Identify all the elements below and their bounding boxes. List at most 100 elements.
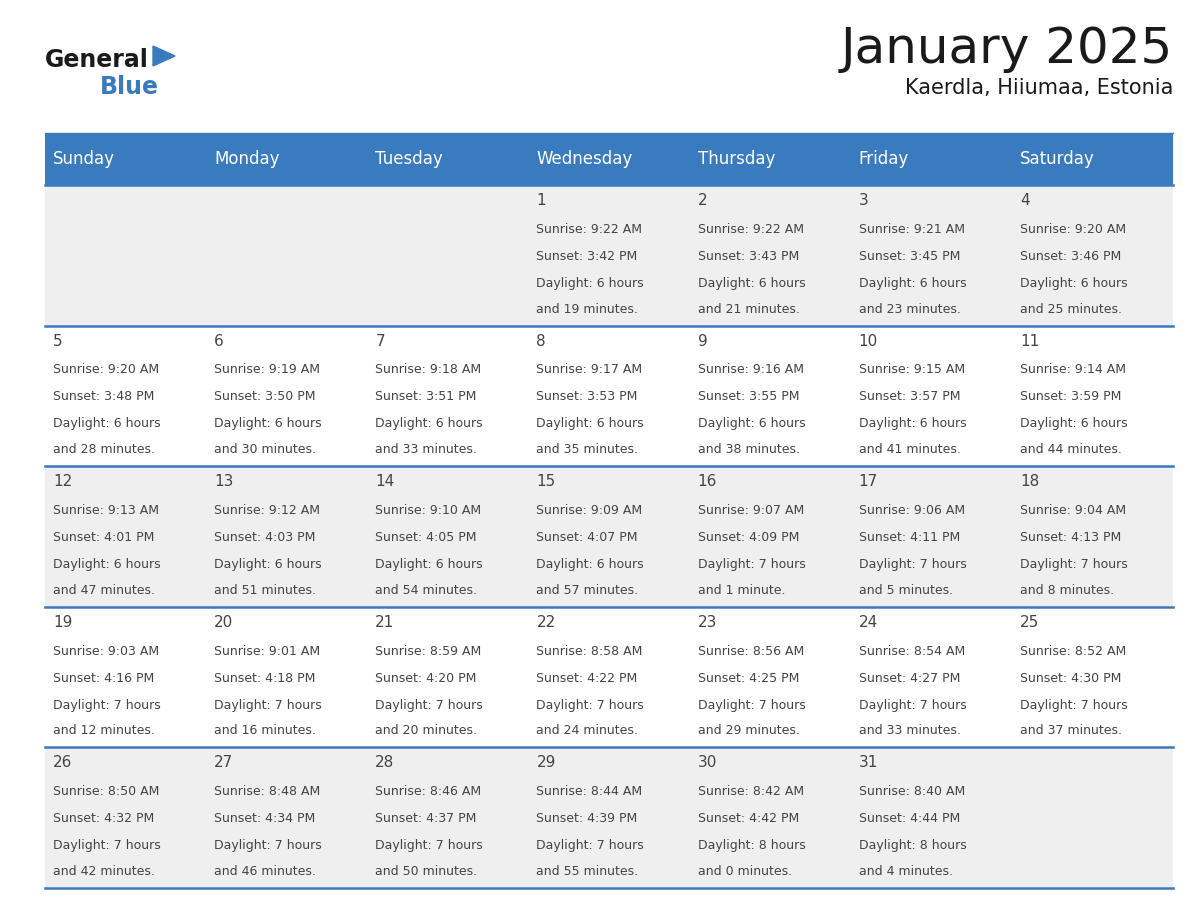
Text: Sunset: 3:53 PM: Sunset: 3:53 PM [537,390,638,403]
Text: Sunset: 3:50 PM: Sunset: 3:50 PM [214,390,316,403]
Text: Sunrise: 9:06 AM: Sunrise: 9:06 AM [859,504,965,517]
Text: Sunset: 3:51 PM: Sunset: 3:51 PM [375,390,476,403]
Text: Daylight: 7 hours: Daylight: 7 hours [859,699,967,711]
Text: Daylight: 6 hours: Daylight: 6 hours [537,277,644,290]
Text: Sunset: 4:30 PM: Sunset: 4:30 PM [1020,672,1121,685]
Bar [45,133,1173,185]
Text: Daylight: 7 hours: Daylight: 7 hours [697,699,805,711]
Text: Tuesday: Tuesday [375,150,443,168]
Text: Sunset: 3:59 PM: Sunset: 3:59 PM [1020,390,1121,403]
Text: 15: 15 [537,475,556,489]
Text: Sunset: 4:18 PM: Sunset: 4:18 PM [214,672,316,685]
Text: 18: 18 [1020,475,1040,489]
Text: Sunset: 4:03 PM: Sunset: 4:03 PM [214,531,316,544]
Text: Sunrise: 9:10 AM: Sunrise: 9:10 AM [375,504,481,517]
Text: Daylight: 6 hours: Daylight: 6 hours [214,558,322,571]
Text: Daylight: 6 hours: Daylight: 6 hours [537,558,644,571]
Text: 19: 19 [53,615,72,630]
Text: Daylight: 6 hours: Daylight: 6 hours [697,418,805,431]
Text: Sunrise: 9:19 AM: Sunrise: 9:19 AM [214,364,321,376]
Text: and 12 minutes.: and 12 minutes. [53,724,154,737]
Text: and 0 minutes.: and 0 minutes. [697,865,791,878]
Text: Sunrise: 9:22 AM: Sunrise: 9:22 AM [537,223,643,236]
Text: Sunset: 4:16 PM: Sunset: 4:16 PM [53,672,154,685]
Text: Blue: Blue [100,75,159,99]
Text: Sunset: 4:09 PM: Sunset: 4:09 PM [697,531,800,544]
Text: Daylight: 6 hours: Daylight: 6 hours [375,558,484,571]
Text: 17: 17 [859,475,878,489]
Text: Daylight: 7 hours: Daylight: 7 hours [375,699,484,711]
Text: Sunset: 4:07 PM: Sunset: 4:07 PM [537,531,638,544]
Text: 27: 27 [214,756,234,770]
Text: Daylight: 7 hours: Daylight: 7 hours [697,558,805,571]
Text: Sunset: 3:45 PM: Sunset: 3:45 PM [859,250,960,263]
Text: Sunrise: 9:09 AM: Sunrise: 9:09 AM [537,504,643,517]
Text: and 41 minutes.: and 41 minutes. [859,443,961,456]
Text: Daylight: 8 hours: Daylight: 8 hours [859,839,967,852]
Text: Sunset: 4:25 PM: Sunset: 4:25 PM [697,672,800,685]
Text: 1: 1 [537,193,546,208]
Text: 23: 23 [697,615,718,630]
Text: General: General [45,48,148,72]
Text: Sunrise: 9:21 AM: Sunrise: 9:21 AM [859,223,965,236]
Text: 9: 9 [697,333,707,349]
Text: and 16 minutes.: and 16 minutes. [214,724,316,737]
Text: Daylight: 6 hours: Daylight: 6 hours [697,277,805,290]
Text: Sunrise: 9:14 AM: Sunrise: 9:14 AM [1020,364,1126,376]
Text: Sunset: 3:43 PM: Sunset: 3:43 PM [697,250,798,263]
Text: Daylight: 7 hours: Daylight: 7 hours [1020,558,1127,571]
Text: Sunset: 4:05 PM: Sunset: 4:05 PM [375,531,476,544]
Text: 30: 30 [697,756,718,770]
Text: Sunrise: 9:22 AM: Sunrise: 9:22 AM [697,223,803,236]
Text: 16: 16 [697,475,718,489]
Text: Sunrise: 8:50 AM: Sunrise: 8:50 AM [53,785,159,798]
Text: Sunrise: 9:16 AM: Sunrise: 9:16 AM [697,364,803,376]
Text: 12: 12 [53,475,72,489]
Text: Daylight: 6 hours: Daylight: 6 hours [375,418,484,431]
Text: Sunset: 3:42 PM: Sunset: 3:42 PM [537,250,638,263]
Text: 10: 10 [859,333,878,349]
Text: 26: 26 [53,756,72,770]
Text: and 57 minutes.: and 57 minutes. [537,584,639,597]
Text: Sunrise: 9:01 AM: Sunrise: 9:01 AM [214,644,321,657]
Text: Daylight: 7 hours: Daylight: 7 hours [53,699,160,711]
Text: and 8 minutes.: and 8 minutes. [1020,584,1114,597]
Text: and 25 minutes.: and 25 minutes. [1020,303,1121,316]
Text: Sunrise: 8:52 AM: Sunrise: 8:52 AM [1020,644,1126,657]
Text: 14: 14 [375,475,394,489]
Text: and 35 minutes.: and 35 minutes. [537,443,638,456]
Text: Sunset: 4:34 PM: Sunset: 4:34 PM [214,812,316,825]
Text: Sunrise: 9:17 AM: Sunrise: 9:17 AM [537,364,643,376]
Text: Sunrise: 9:04 AM: Sunrise: 9:04 AM [1020,504,1126,517]
Text: and 21 minutes.: and 21 minutes. [697,303,800,316]
Text: Sunrise: 9:13 AM: Sunrise: 9:13 AM [53,504,159,517]
Text: 3: 3 [859,193,868,208]
Text: Daylight: 7 hours: Daylight: 7 hours [214,699,322,711]
Text: 5: 5 [53,333,63,349]
Text: and 55 minutes.: and 55 minutes. [537,865,639,878]
Text: Sunset: 3:57 PM: Sunset: 3:57 PM [859,390,960,403]
Text: Saturday: Saturday [1020,150,1094,168]
Bar [45,607,1173,747]
Text: Daylight: 7 hours: Daylight: 7 hours [214,839,322,852]
Text: Sunrise: 8:46 AM: Sunrise: 8:46 AM [375,785,481,798]
Text: Daylight: 7 hours: Daylight: 7 hours [859,558,967,571]
Text: Sunset: 4:11 PM: Sunset: 4:11 PM [859,531,960,544]
Bar [45,466,1173,607]
Text: Sunrise: 8:42 AM: Sunrise: 8:42 AM [697,785,804,798]
Text: Sunday: Sunday [53,150,115,168]
Text: January 2025: January 2025 [841,25,1173,73]
Text: and 51 minutes.: and 51 minutes. [214,584,316,597]
Text: and 46 minutes.: and 46 minutes. [214,865,316,878]
Text: 7: 7 [375,333,385,349]
Text: and 44 minutes.: and 44 minutes. [1020,443,1121,456]
Bar [45,185,1173,326]
Text: 29: 29 [537,756,556,770]
Text: Daylight: 6 hours: Daylight: 6 hours [859,418,966,431]
Text: 4: 4 [1020,193,1030,208]
Text: Daylight: 7 hours: Daylight: 7 hours [537,839,644,852]
Text: Sunset: 4:27 PM: Sunset: 4:27 PM [859,672,960,685]
Text: Daylight: 7 hours: Daylight: 7 hours [537,699,644,711]
Polygon shape [153,46,175,66]
Text: 22: 22 [537,615,556,630]
